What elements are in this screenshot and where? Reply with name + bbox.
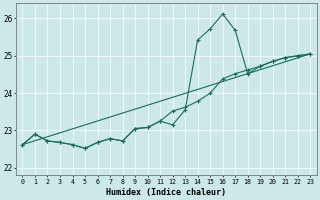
X-axis label: Humidex (Indice chaleur): Humidex (Indice chaleur): [106, 188, 226, 197]
